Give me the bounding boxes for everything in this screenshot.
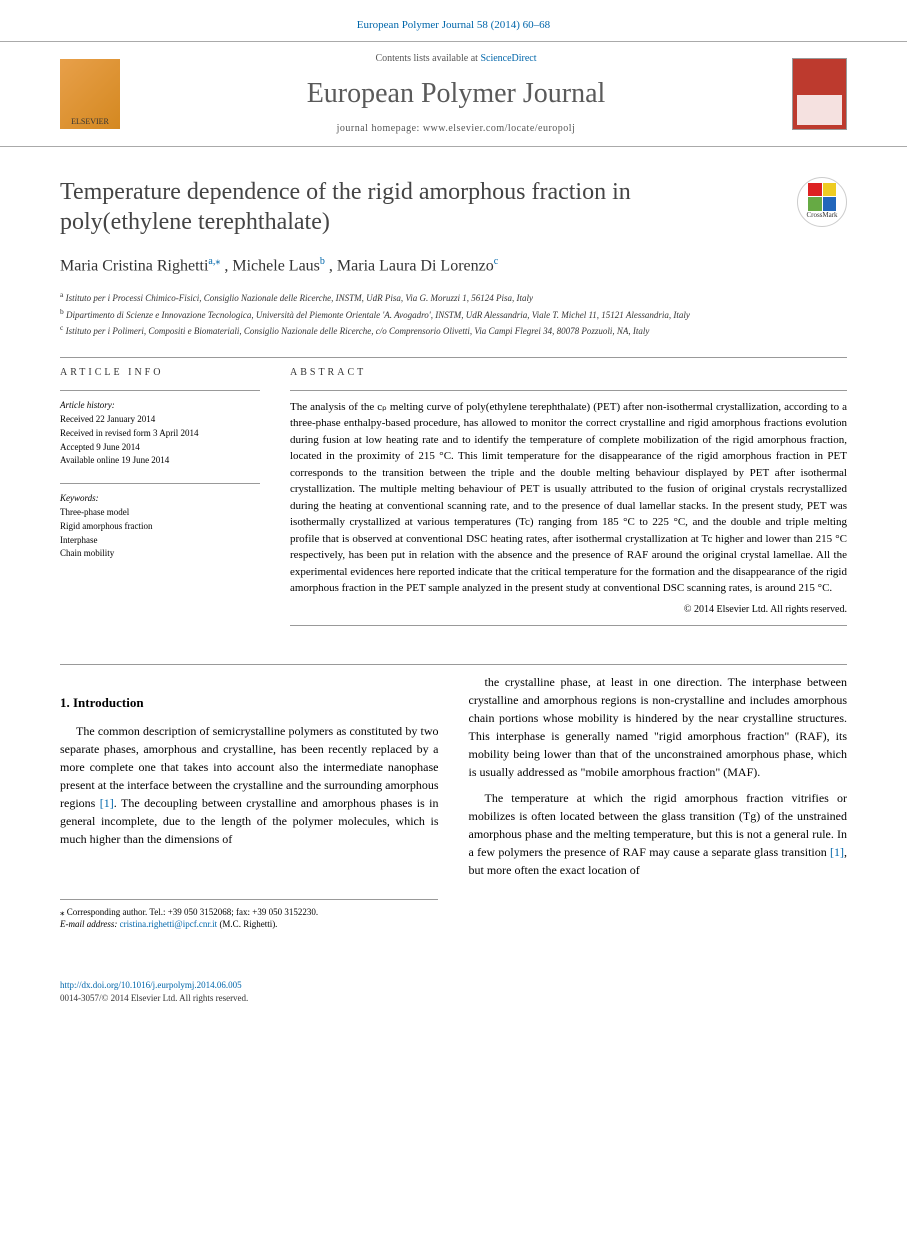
divider: [60, 357, 847, 358]
article-title: Temperature dependence of the rigid amor…: [60, 177, 700, 237]
ref-link-2[interactable]: [1]: [830, 845, 844, 859]
abstract-column: ABSTRACT The analysis of the cₚ melting …: [290, 366, 847, 634]
email-link[interactable]: cristina.righetti@ipcf.cnr.it: [120, 919, 218, 929]
title-row: Temperature dependence of the rigid amor…: [60, 177, 847, 237]
ref-link-1[interactable]: [1]: [100, 796, 114, 810]
affiliations: a Istituto per i Processi Chimico-Fisici…: [60, 289, 847, 339]
affiliation-c: c Istituto per i Polimeri, Compositi e B…: [60, 322, 847, 339]
article-info-heading: ARTICLE INFO: [60, 366, 260, 380]
revised-date: Received in revised form 3 April 2014: [60, 427, 260, 440]
footnote-block: ⁎ Corresponding author. Tel.: +39 050 31…: [60, 899, 438, 931]
issn-line: 0014-3057/© 2014 Elsevier Ltd. All right…: [60, 993, 248, 1003]
affiliation-a: a Istituto per i Processi Chimico-Fisici…: [60, 289, 847, 306]
corresponding-author: ⁎ Corresponding author. Tel.: +39 050 31…: [60, 906, 438, 919]
header-center: Contents lists available at ScienceDirec…: [120, 52, 792, 135]
doi-link[interactable]: http://dx.doi.org/10.1016/j.eurpolymj.20…: [60, 980, 242, 990]
affiliation-b: b Dipartimento di Scienze e Innovazione …: [60, 306, 847, 323]
abstract-text: The analysis of the cₚ melting curve of …: [290, 399, 847, 597]
author-1[interactable]: Maria Cristina Righetti: [60, 257, 208, 274]
journal-name: European Polymer Journal: [120, 74, 792, 113]
author-1-sup: a,⁎: [208, 256, 220, 267]
article-info-column: ARTICLE INFO Article history: Received 2…: [60, 366, 260, 634]
crossmark-badge[interactable]: CrossMark: [797, 177, 847, 227]
footer: http://dx.doi.org/10.1016/j.eurpolymj.20…: [0, 971, 907, 1024]
author-3[interactable]: , Maria Laura Di Lorenzo: [329, 257, 494, 274]
homepage-line: journal homepage: www.elsevier.com/locat…: [120, 122, 792, 136]
elsevier-logo[interactable]: ELSEVIER: [60, 59, 120, 129]
main-text: 1. Introduction The common description o…: [60, 673, 847, 879]
homepage-url[interactable]: www.elsevier.com/locate/europolj: [423, 123, 576, 134]
divider: [60, 664, 847, 665]
homepage-prefix: journal homepage:: [337, 123, 423, 134]
email-line: E-mail address: cristina.righetti@ipcf.c…: [60, 918, 438, 931]
abstract-copyright: © 2014 Elsevier Ltd. All rights reserved…: [290, 603, 847, 617]
keyword-4: Chain mobility: [60, 547, 260, 560]
crossmark-icon: [808, 183, 836, 211]
contents-line: Contents lists available at ScienceDirec…: [120, 52, 792, 66]
keyword-3: Interphase: [60, 534, 260, 547]
author-2[interactable]: , Michele Laus: [224, 257, 320, 274]
crossmark-label: CrossMark: [806, 211, 837, 221]
keyword-1: Three-phase model: [60, 506, 260, 519]
history-label: Article history:: [60, 399, 260, 412]
contents-prefix: Contents lists available at: [375, 53, 480, 64]
authors-line: Maria Cristina Righettia,⁎ , Michele Lau…: [60, 255, 847, 278]
received-date: Received 22 January 2014: [60, 413, 260, 426]
sciencedirect-link[interactable]: ScienceDirect: [480, 53, 536, 64]
header-band: ELSEVIER Contents lists available at Sci…: [0, 41, 907, 146]
abstract-heading: ABSTRACT: [290, 366, 847, 380]
keywords-label: Keywords:: [60, 492, 260, 505]
accepted-date: Accepted 9 June 2014: [60, 441, 260, 454]
journal-cover-thumbnail[interactable]: [792, 58, 847, 130]
journal-issue-header: European Polymer Journal 58 (2014) 60–68: [0, 0, 907, 41]
online-date: Available online 19 June 2014: [60, 454, 260, 467]
section-heading-intro: 1. Introduction: [60, 693, 439, 713]
author-3-sup: c: [494, 256, 498, 267]
author-2-sup: b: [320, 256, 325, 267]
intro-p1: The common description of semicrystallin…: [60, 722, 439, 848]
intro-p3: The temperature at which the rigid amorp…: [469, 789, 848, 879]
keyword-2: Rigid amorphous fraction: [60, 520, 260, 533]
intro-p2: the crystalline phase, at least in one d…: [469, 673, 848, 781]
